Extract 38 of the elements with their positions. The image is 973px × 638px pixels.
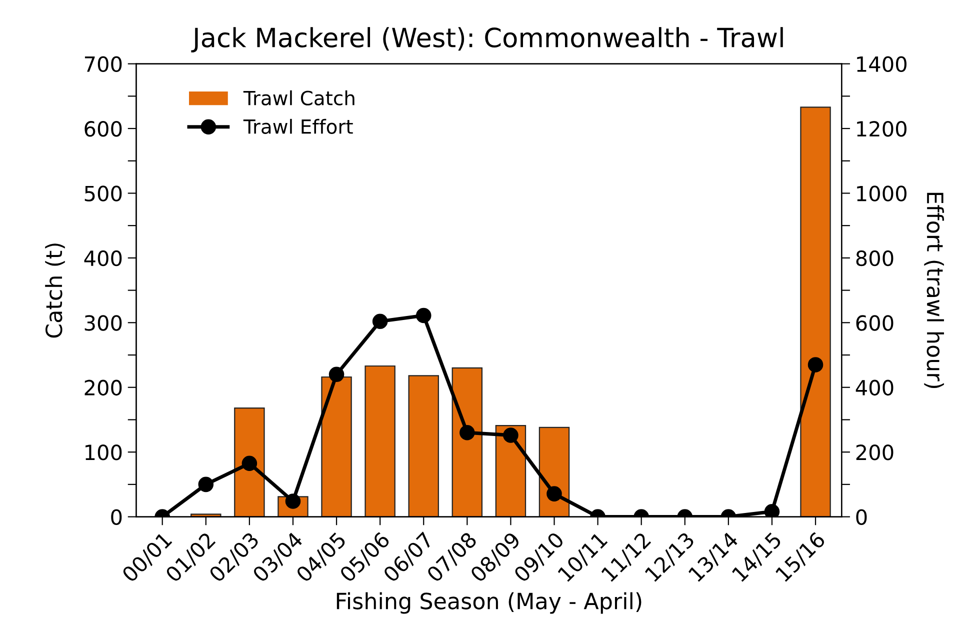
point [503,428,518,443]
y2-tick-label: 1200 [857,120,906,137]
y-tick-label: 200 [84,380,122,396]
point [808,357,824,372]
point [460,425,475,440]
y-tick-label: 300 [84,315,122,331]
bar [321,376,352,517]
bar [364,365,396,517]
bar [452,367,483,517]
y2-tick-label: 200 [856,444,894,460]
legend-label: Trawl Catch [243,90,354,106]
y2-tick-label: 400 [856,380,894,396]
point [198,476,214,492]
point [416,308,432,324]
point [242,456,258,472]
y-tick-label: 0 [111,509,122,525]
point [764,504,780,517]
legend-label: Trawl Effort [243,118,353,134]
y-tick-label: 500 [84,186,122,202]
point [372,314,388,329]
y2-axis-title: Effort (trawl hour) [924,192,944,388]
point [328,366,344,382]
y2-tick-label: 600 [856,315,894,331]
y-tick-label: 400 [84,250,122,266]
y2-tick-label: 1400 [857,56,906,72]
y2-tick-label: 800 [856,250,894,266]
bar [800,106,831,517]
point [546,486,562,502]
y2-tick-label: 0 [856,509,867,525]
y-tick-label: 100 [86,444,122,460]
chart-title: Jack Mackerel (West): Commonwealth - Trawl [191,27,783,52]
y2-tick-label: 1000 [857,186,906,202]
bar [408,375,439,517]
y-tick-label: 600 [84,120,122,137]
y-tick-label: 700 [84,56,122,72]
x-axis-title: Fishing Season (May - April) [336,592,642,614]
bar [234,408,265,517]
y-axis-title: Catch (t) [45,244,65,338]
